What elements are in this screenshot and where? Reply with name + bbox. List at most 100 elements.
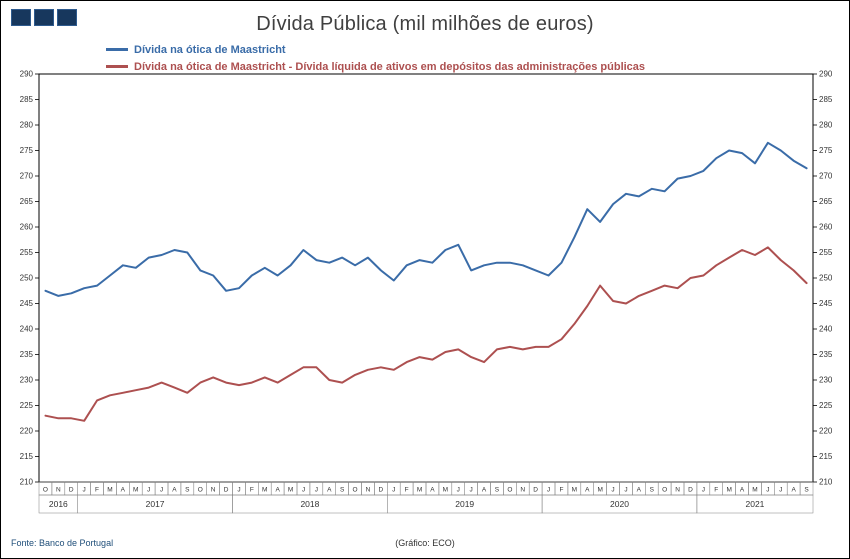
month-label: F	[405, 487, 409, 494]
month-label: J	[624, 487, 627, 494]
month-label: M	[752, 487, 757, 494]
y-axis-label-left: 250	[20, 274, 34, 283]
month-label: A	[791, 487, 796, 494]
credit-text: (Gráfico: ECO)	[395, 538, 455, 548]
month-label: A	[637, 487, 642, 494]
y-axis-label-left: 220	[20, 427, 34, 436]
month-label: S	[650, 487, 655, 494]
month-label: J	[766, 487, 769, 494]
month-label: J	[611, 487, 614, 494]
month-label: M	[443, 487, 448, 494]
y-axis-label-left: 210	[20, 478, 34, 487]
y-axis-label-left: 285	[20, 95, 34, 104]
month-label: D	[69, 487, 74, 494]
legend-item: Dívida na ótica de Maastricht	[106, 42, 645, 57]
legend-label: Dívida na ótica de Maastricht	[134, 43, 286, 56]
month-label: F	[559, 487, 563, 494]
month-label: J	[302, 487, 305, 494]
month-label: J	[147, 487, 150, 494]
y-axis-label-left: 275	[20, 146, 34, 155]
year-label: 2018	[300, 499, 319, 509]
month-label: M	[288, 487, 293, 494]
legend-line-sample-blue	[106, 48, 128, 51]
y-axis-label-right: 280	[819, 121, 833, 130]
month-label: O	[353, 487, 358, 494]
year-label: 2016	[49, 499, 68, 509]
month-label: D	[224, 487, 229, 494]
chart-title: Dívida Pública (mil milhões de euros)	[256, 13, 594, 35]
y-axis-label-left: 265	[20, 197, 34, 206]
year-label: 2017	[146, 499, 165, 509]
y-axis-label-right: 285	[819, 95, 833, 104]
legend: Dívida na ótica de Maastricht Dívida na …	[106, 42, 645, 76]
y-axis-label-right: 225	[819, 401, 833, 410]
month-label: M	[107, 487, 112, 494]
month-label: J	[702, 487, 705, 494]
y-axis-label-right: 250	[819, 274, 833, 283]
month-label: J	[160, 487, 163, 494]
month-label: J	[237, 487, 240, 494]
month-label: J	[547, 487, 550, 494]
month-label: A	[430, 487, 435, 494]
logo-square	[57, 9, 77, 26]
y-axis-label-right: 290	[819, 70, 833, 79]
month-label: S	[340, 487, 345, 494]
y-axis-label-right: 240	[819, 325, 833, 334]
y-axis-label-right: 270	[819, 172, 833, 181]
month-label: J	[779, 487, 782, 494]
year-label: 2020	[610, 499, 629, 509]
y-axis-label-left: 230	[20, 376, 34, 385]
legend-label: Dívida na ótica de Maastricht - Dívida l…	[134, 60, 646, 73]
y-axis-label-left: 245	[20, 299, 34, 308]
month-label: N	[211, 487, 216, 494]
y-axis-label-left: 290	[20, 70, 34, 79]
month-label: S	[495, 487, 500, 494]
month-label: N	[675, 487, 680, 494]
year-label: 2019	[455, 499, 474, 509]
month-label: O	[43, 487, 48, 494]
month-label: S	[185, 487, 190, 494]
month-label: M	[417, 487, 422, 494]
y-axis-label-right: 265	[819, 197, 833, 206]
month-label: J	[457, 487, 460, 494]
series-line-0	[44, 141, 808, 297]
month-label: J	[315, 487, 318, 494]
month-label: F	[714, 487, 718, 494]
y-axis-label-right: 235	[819, 350, 833, 359]
year-cell	[696, 494, 814, 514]
logo-square	[11, 9, 31, 26]
month-label: A	[740, 487, 745, 494]
y-axis-label-left: 225	[20, 401, 34, 410]
y-axis-label-left: 235	[20, 350, 34, 359]
month-label: N	[366, 487, 371, 494]
y-axis-label-left: 215	[20, 452, 34, 461]
legend-item: Dívida na ótica de Maastricht - Dívida l…	[106, 59, 645, 74]
month-label: N	[56, 487, 61, 494]
y-axis-label-right: 260	[819, 223, 833, 232]
month-label: A	[275, 487, 280, 494]
month-label: M	[597, 487, 602, 494]
month-label: F	[250, 487, 254, 494]
y-axis-label-right: 220	[819, 427, 833, 436]
y-axis-label-left: 260	[20, 223, 34, 232]
y-axis-label-right: 210	[819, 478, 833, 487]
month-label: M	[262, 487, 267, 494]
logo	[11, 9, 77, 26]
month-label: M	[572, 487, 577, 494]
source-text: Fonte: Banco de Portugal	[11, 538, 114, 548]
legend-line-sample-red	[106, 65, 128, 68]
month-label: N	[520, 487, 525, 494]
y-axis-label-left: 255	[20, 248, 34, 257]
y-axis-label-left: 240	[20, 325, 34, 334]
logo-square	[34, 9, 54, 26]
series-line-1	[44, 246, 808, 422]
month-label: D	[533, 487, 538, 494]
y-axis-label-right: 230	[819, 376, 833, 385]
y-axis-label-left: 280	[20, 121, 34, 130]
month-label: A	[482, 487, 487, 494]
month-label: S	[804, 487, 809, 494]
month-label: J	[392, 487, 395, 494]
y-axis-label-right: 255	[819, 248, 833, 257]
month-label: O	[198, 487, 203, 494]
